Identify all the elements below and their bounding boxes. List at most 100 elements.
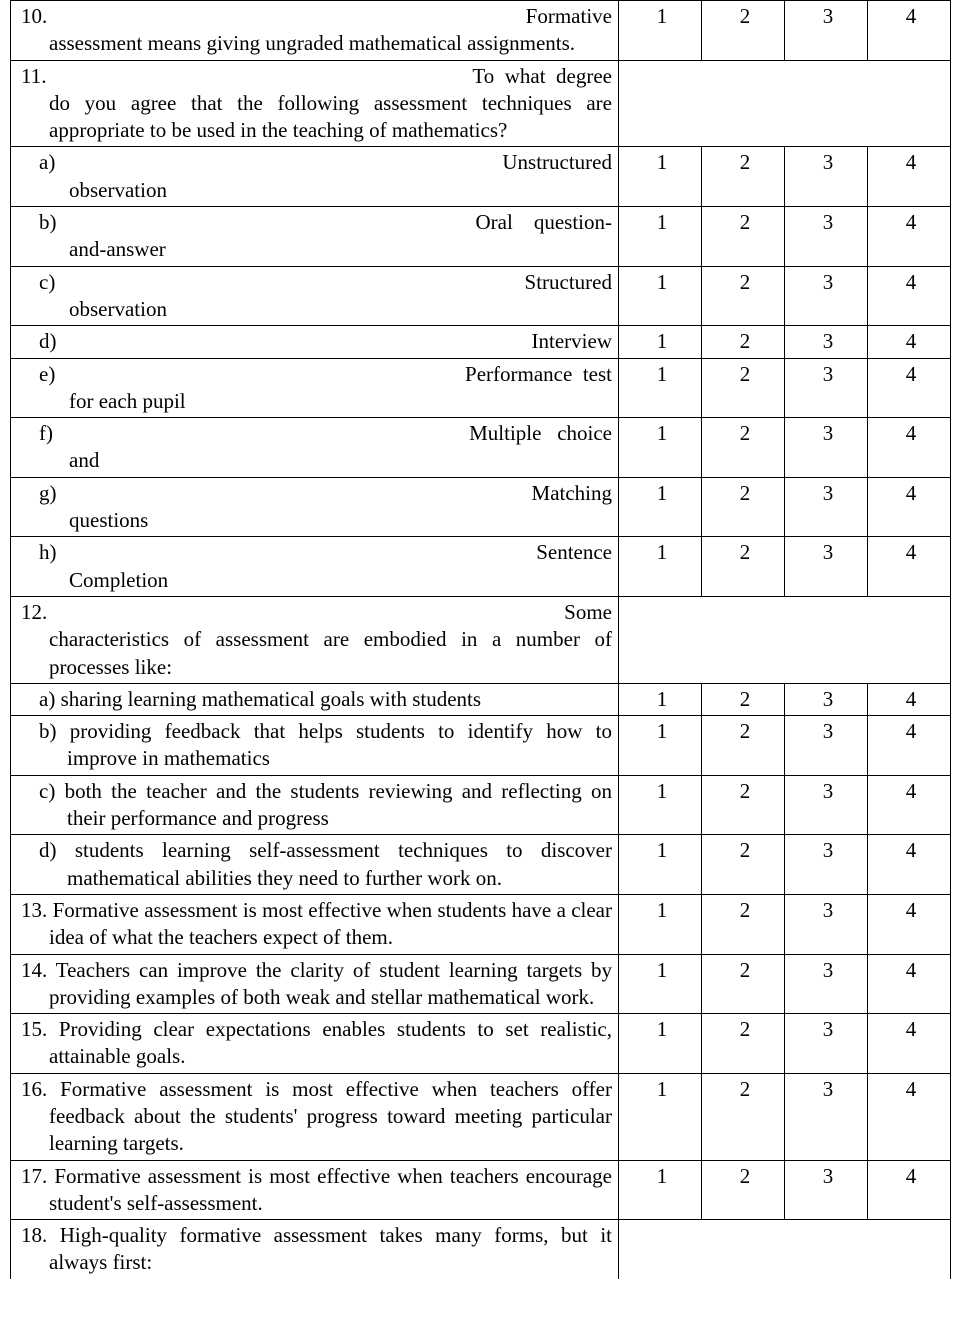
rating-cell[interactable]: 1 (619, 266, 702, 326)
rating-cell[interactable]: 1 (619, 147, 702, 207)
rating-cell[interactable]: 3 (785, 683, 868, 715)
rating-cell[interactable]: 4 (868, 835, 951, 895)
rating-cell[interactable]: 4 (868, 418, 951, 478)
rating-cell[interactable]: 2 (702, 954, 785, 1014)
q18-body: 18. High-quality formative assessment ta… (21, 1222, 612, 1277)
q10-body: assessment means giving ungraded mathema… (49, 30, 612, 57)
rating-cell[interactable]: 4 (868, 894, 951, 954)
rating-cell[interactable]: 2 (702, 1, 785, 61)
rating-cell[interactable]: 1 (619, 1073, 702, 1160)
table-row: c) Structured observation 1 2 3 4 (11, 266, 951, 326)
rating-cell[interactable]: 1 (619, 537, 702, 597)
rating-cell[interactable]: 3 (785, 954, 868, 1014)
rating-cell[interactable]: 2 (702, 477, 785, 537)
sub-letter: a) (39, 687, 55, 711)
rating-cell[interactable]: 1 (619, 477, 702, 537)
rating-cell[interactable]: 3 (785, 266, 868, 326)
rating-cell[interactable]: 3 (785, 775, 868, 835)
rating-cell[interactable]: 2 (702, 147, 785, 207)
sub-right: Interview (532, 328, 612, 355)
rating-cell[interactable]: 4 (868, 1160, 951, 1220)
rating-cell[interactable]: 4 (868, 207, 951, 267)
rating-cell[interactable]: 3 (785, 716, 868, 776)
rating-cell[interactable]: 4 (868, 1014, 951, 1074)
rating-cell[interactable]: 2 (702, 207, 785, 267)
sub-line2: for each pupil (21, 388, 612, 415)
table-row: 14. Teachers can improve the clarity of … (11, 954, 951, 1014)
rating-cell[interactable]: 2 (702, 418, 785, 478)
rating-cell[interactable]: 4 (868, 266, 951, 326)
rating-cell[interactable]: 1 (619, 418, 702, 478)
rating-cell[interactable]: 4 (868, 326, 951, 358)
rating-cell[interactable]: 4 (868, 954, 951, 1014)
rating-cell[interactable]: 1 (619, 683, 702, 715)
sub-line2: Completion (21, 567, 612, 594)
rating-cell[interactable]: 4 (868, 147, 951, 207)
rating-cell[interactable]: 3 (785, 1160, 868, 1220)
table-row: 18. High-quality formative assessment ta… (11, 1220, 951, 1279)
rating-cell[interactable]: 1 (619, 1014, 702, 1074)
rating-cell[interactable]: 4 (868, 1, 951, 61)
sub-letter: g) (21, 480, 57, 507)
rating-cell[interactable]: 2 (702, 358, 785, 418)
rating-cell[interactable]: 1 (619, 835, 702, 895)
q12b-text: b) providing feedback that helps student… (11, 716, 619, 776)
rating-cell[interactable]: 1 (619, 894, 702, 954)
rating-cell[interactable]: 4 (868, 716, 951, 776)
table-row: 10. Formative assessment means giving un… (11, 1, 951, 61)
question-17-text: 17. Formative assessment is most effecti… (11, 1160, 619, 1220)
rating-cell[interactable]: 3 (785, 207, 868, 267)
sub-text: both the teacher and the students review… (65, 779, 612, 830)
q11b-text: b) Oral question- and-answer (11, 207, 619, 267)
q11f-text: f) Multiple choice and (11, 418, 619, 478)
rating-cell[interactable]: 4 (868, 683, 951, 715)
rating-cell[interactable]: 2 (702, 326, 785, 358)
rating-cell[interactable]: 1 (619, 326, 702, 358)
q14-body: 14. Teachers can improve the clarity of … (21, 957, 612, 1012)
rating-cell[interactable]: 3 (785, 537, 868, 597)
rating-cell[interactable]: 2 (702, 1160, 785, 1220)
rating-cell[interactable]: 2 (702, 266, 785, 326)
rating-cell[interactable]: 2 (702, 894, 785, 954)
rating-cell[interactable]: 3 (785, 835, 868, 895)
sub-line2: and-answer (21, 236, 612, 263)
rating-cell[interactable]: 1 (619, 954, 702, 1014)
rating-cell[interactable]: 3 (785, 418, 868, 478)
rating-cell[interactable]: 2 (702, 537, 785, 597)
rating-cell[interactable]: 4 (868, 477, 951, 537)
rating-cell[interactable]: 4 (868, 358, 951, 418)
sub-letter: e) (21, 361, 55, 388)
rating-cell[interactable]: 1 (619, 1, 702, 61)
sub-letter: c) (39, 779, 55, 803)
rating-cell[interactable]: 2 (702, 835, 785, 895)
rating-cell[interactable]: 2 (702, 716, 785, 776)
rating-cell[interactable]: 2 (702, 683, 785, 715)
rating-cell[interactable]: 1 (619, 207, 702, 267)
sub-right: Oral question- (476, 209, 612, 236)
questionnaire-table: 10. Formative assessment means giving un… (10, 0, 951, 1279)
rating-cell[interactable]: 2 (702, 775, 785, 835)
rating-cell[interactable]: 1 (619, 1160, 702, 1220)
table-row: b) Oral question- and-answer 1 2 3 4 (11, 207, 951, 267)
rating-cell[interactable]: 3 (785, 1014, 868, 1074)
table-row: a) sharing learning mathematical goals w… (11, 683, 951, 715)
rating-cell[interactable]: 3 (785, 1, 868, 61)
rating-cell[interactable]: 2 (702, 1014, 785, 1074)
sub-right: Matching (532, 480, 612, 507)
sub-right: Performance test (465, 361, 612, 388)
question-13-text: 13. Formative assessment is most effecti… (11, 894, 619, 954)
rating-cell[interactable]: 3 (785, 477, 868, 537)
rating-cell[interactable]: 1 (619, 716, 702, 776)
rating-cell[interactable]: 1 (619, 358, 702, 418)
rating-cell[interactable]: 4 (868, 775, 951, 835)
rating-cell[interactable]: 3 (785, 358, 868, 418)
rating-cell[interactable]: 1 (619, 775, 702, 835)
rating-cell[interactable]: 3 (785, 894, 868, 954)
rating-cell[interactable]: 3 (785, 1073, 868, 1160)
rating-cell[interactable]: 2 (702, 1073, 785, 1160)
rating-cell[interactable]: 3 (785, 326, 868, 358)
rating-cell[interactable]: 3 (785, 147, 868, 207)
rating-cell[interactable]: 4 (868, 537, 951, 597)
rating-cell[interactable]: 4 (868, 1073, 951, 1160)
q10-number: 10. (21, 3, 47, 30)
